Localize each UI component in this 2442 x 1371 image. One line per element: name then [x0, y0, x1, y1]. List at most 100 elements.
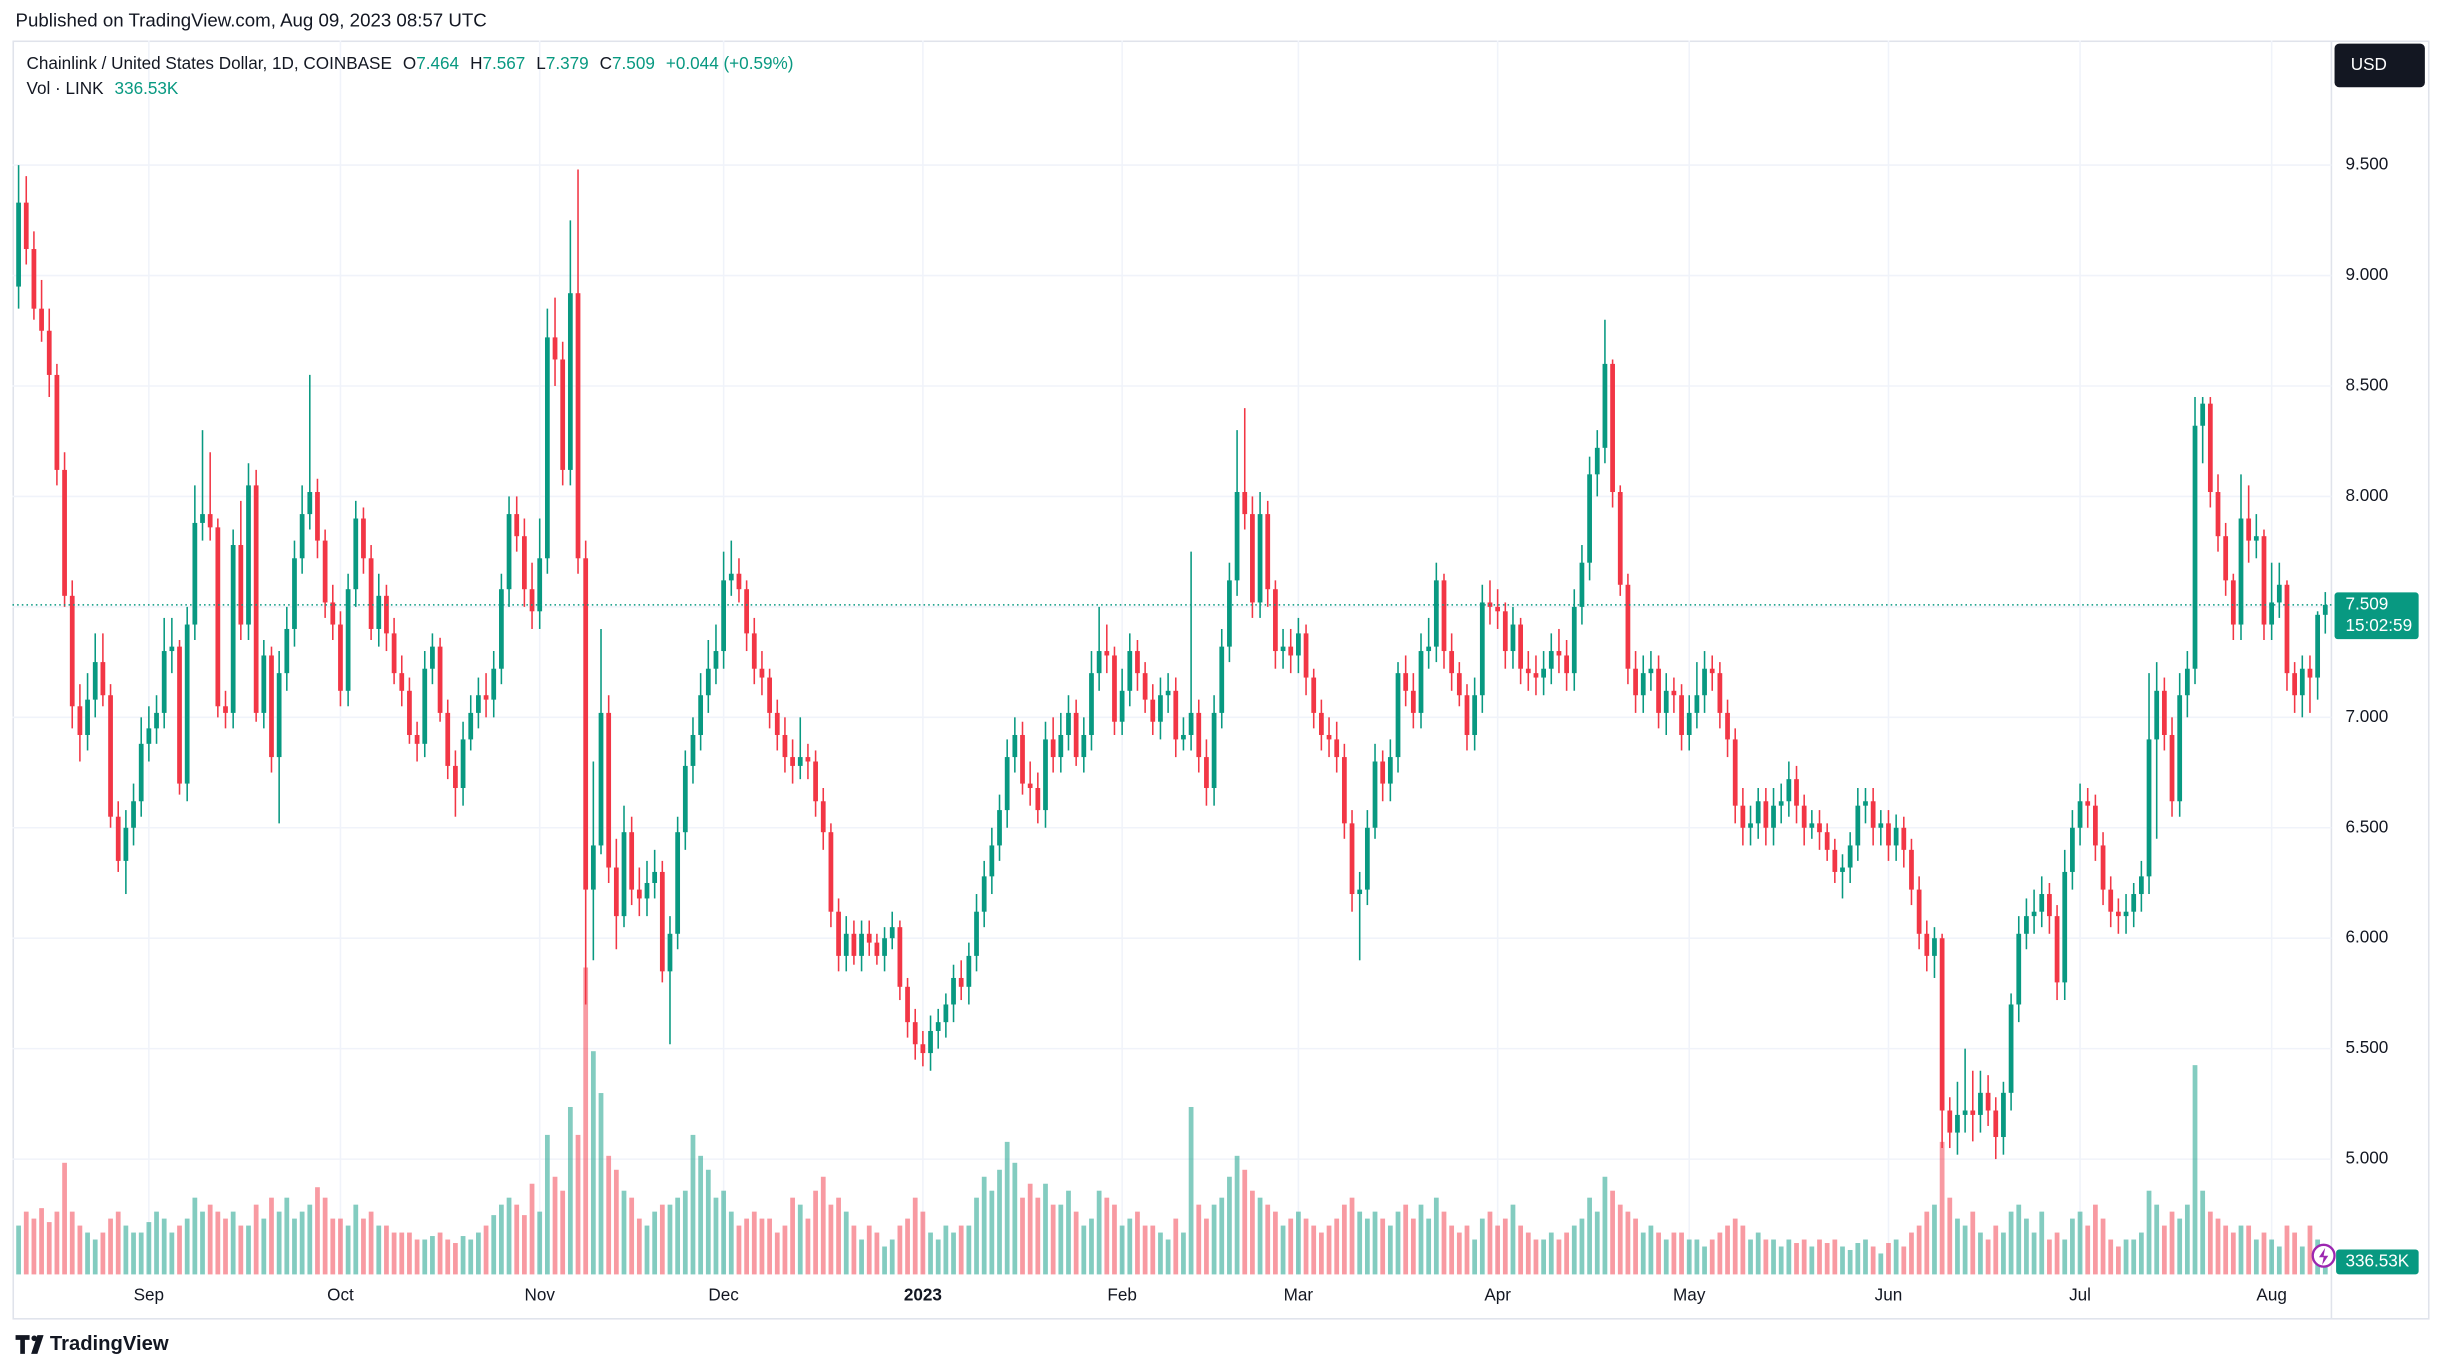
y-tick-label: 9.500 [2345, 154, 2388, 174]
volume-bar [376, 1225, 382, 1275]
volume-bar [1380, 1218, 1386, 1275]
volume-bar [1066, 1190, 1071, 1275]
candle-body [16, 202, 21, 287]
volume-bar [2085, 1225, 2091, 1275]
volume-bar [598, 1093, 604, 1275]
volume-bar [2008, 1211, 2014, 1275]
volume-bar [1947, 1197, 1953, 1275]
candle-body [1173, 690, 1179, 740]
candle-body [284, 628, 290, 674]
candle-body [928, 1030, 933, 1054]
candle-body [1426, 646, 1432, 652]
alert-bolt [2318, 1247, 2329, 1266]
volume-bar [23, 1211, 29, 1275]
volume-bar [1464, 1225, 1470, 1275]
candle-body [1495, 606, 1501, 612]
candle-body [836, 911, 841, 956]
candle-body [276, 673, 282, 758]
candle-body [1732, 739, 1738, 806]
candle-body [2154, 690, 2160, 740]
candle-body [1556, 651, 1562, 656]
volume-bar [1012, 1162, 1018, 1275]
volume-bar [92, 1239, 98, 1275]
candle-body [2085, 801, 2091, 806]
volume-bar [1112, 1204, 1117, 1275]
candle-body [805, 757, 811, 762]
volume-bar [2024, 1218, 2029, 1275]
volume-bar [805, 1218, 811, 1275]
volume-bar [506, 1197, 512, 1275]
candle-body [1748, 823, 1753, 828]
volume-bar [1541, 1239, 1546, 1275]
volume-bar [1165, 1239, 1171, 1275]
candle-body [384, 595, 389, 634]
volume-bar [621, 1190, 627, 1275]
candle-body [1357, 889, 1363, 895]
volume-bar [2207, 1211, 2213, 1275]
candle-body [774, 712, 780, 735]
volume-bar [184, 1218, 190, 1275]
y-tick-label: 9.000 [2345, 264, 2388, 284]
volume-bar [1556, 1239, 1562, 1275]
volume-bar [1533, 1239, 1539, 1275]
volume-bar [338, 1218, 343, 1275]
candle-body [46, 330, 52, 375]
volume-bar [1656, 1232, 1661, 1275]
ohlc-value: 7.509 [612, 52, 655, 72]
candle-body [981, 876, 987, 912]
volume-bar [583, 967, 589, 1275]
volume-bar [1326, 1225, 1332, 1275]
volume-bar [499, 1204, 504, 1275]
candle-body [1893, 827, 1899, 846]
volume-axis-label: 336.53K [2345, 1250, 2409, 1270]
candle-body [736, 573, 742, 590]
volume-bar [1449, 1225, 1455, 1275]
volume-bar [2138, 1232, 2144, 1275]
volume-bar [928, 1232, 933, 1275]
volume-bar [1916, 1225, 1922, 1275]
logo-mark [15, 1335, 30, 1354]
volume-bar [1027, 1183, 1033, 1275]
candle-body [2276, 584, 2282, 603]
volume-bar [1456, 1232, 1462, 1275]
volume-bar [1020, 1197, 1025, 1275]
volume-bar [1433, 1197, 1439, 1275]
candle-body [1602, 363, 1608, 448]
candle-body [2253, 536, 2259, 541]
volume-bar [1211, 1204, 1217, 1275]
volume-bar [161, 1218, 167, 1275]
candle-body [2207, 403, 2213, 493]
volume-bar [246, 1225, 251, 1275]
volume-bar [2307, 1225, 2313, 1275]
x-tick-label: May [1673, 1285, 1706, 1305]
candle-body [506, 514, 512, 590]
candle-body [338, 624, 343, 691]
candle-body [1648, 668, 1654, 674]
volume-bar [1043, 1183, 1048, 1275]
volume-bar [1472, 1239, 1478, 1275]
candle-body [1296, 633, 1301, 656]
candle-body [1886, 823, 1891, 846]
volume-bar [1640, 1232, 1646, 1275]
volume-bar [2253, 1239, 2259, 1275]
volume-bar [16, 1225, 21, 1275]
candle-body [1326, 734, 1332, 740]
candle-body [54, 374, 60, 470]
candle-body [1372, 761, 1378, 828]
volume-bar [705, 1169, 711, 1275]
candle-body [2269, 602, 2275, 625]
volume-bar [889, 1239, 895, 1275]
candle-body [215, 527, 221, 707]
volume-bar [322, 1197, 328, 1275]
candle-body [659, 871, 665, 972]
candle-body [230, 545, 236, 713]
candle-body [445, 712, 451, 766]
candle-body [437, 646, 443, 713]
candle-body [476, 695, 481, 713]
currency-button[interactable] [2334, 43, 2425, 88]
currency-label[interactable]: USD [2351, 54, 2387, 74]
volume-bar [1732, 1218, 1738, 1275]
volume-bar [629, 1197, 635, 1275]
candle-body [882, 938, 887, 956]
volume-bar [1985, 1239, 1991, 1275]
